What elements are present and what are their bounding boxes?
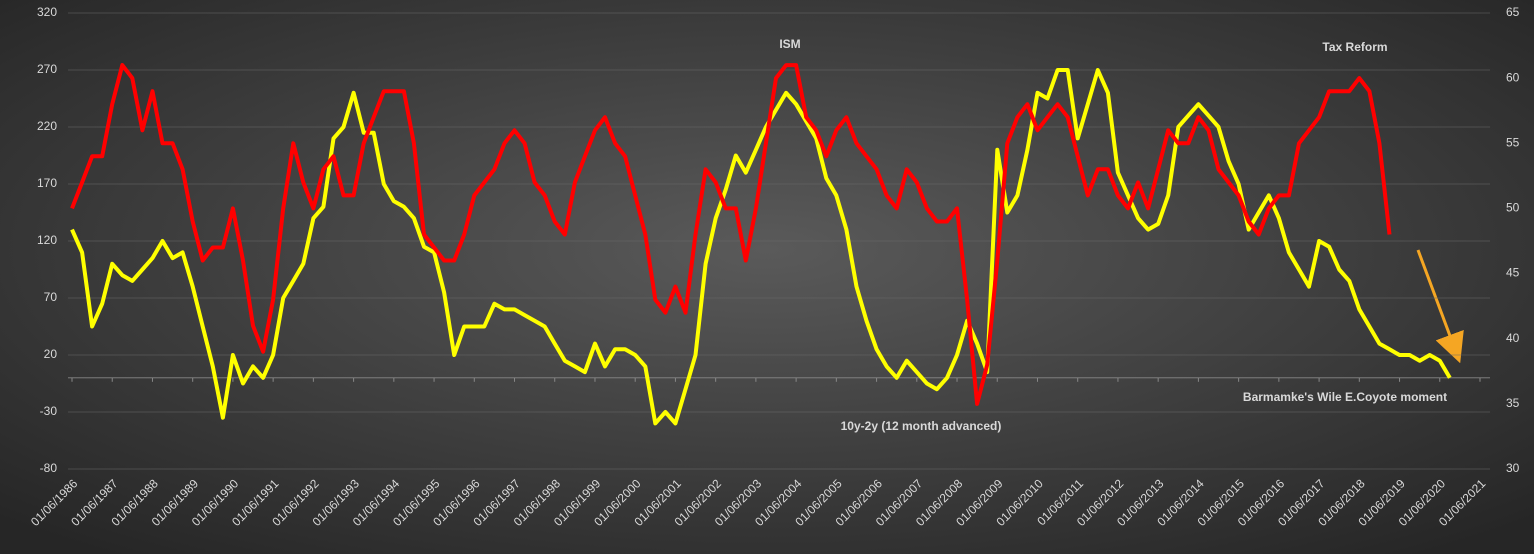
- y2-tick-label: 65: [1506, 5, 1520, 19]
- series-line: [70, 63, 1392, 406]
- y2-tick-label: 30: [1506, 461, 1520, 475]
- y2-tick-label: 35: [1506, 396, 1520, 410]
- annotation: Barmamke's Wile E.Coyote moment: [1243, 390, 1447, 404]
- series-line: [70, 68, 1452, 426]
- y2-tick-label: 45: [1506, 266, 1520, 280]
- y-tick-label: -80: [40, 461, 58, 475]
- y-tick-label: 320: [37, 5, 57, 19]
- series-label: ISM: [779, 37, 800, 51]
- y2-tick-label: 40: [1506, 331, 1520, 345]
- y-tick-label: 170: [37, 176, 57, 190]
- y-tick-label: 120: [37, 233, 57, 247]
- y-tick-label: 270: [37, 62, 57, 76]
- arrow: [1416, 249, 1464, 364]
- annotation: Tax Reform: [1322, 40, 1387, 54]
- y-tick-label: 20: [44, 347, 58, 361]
- y2-tick-label: 50: [1506, 201, 1520, 215]
- series-label: 10y-2y (12 month advanced): [841, 419, 1002, 433]
- y2-tick-label: 55: [1506, 135, 1520, 149]
- y-tick-label: 70: [44, 290, 58, 304]
- y-tick-label: -30: [40, 404, 58, 418]
- y2-tick-label: 60: [1506, 70, 1520, 84]
- y-tick-label: 220: [37, 119, 57, 133]
